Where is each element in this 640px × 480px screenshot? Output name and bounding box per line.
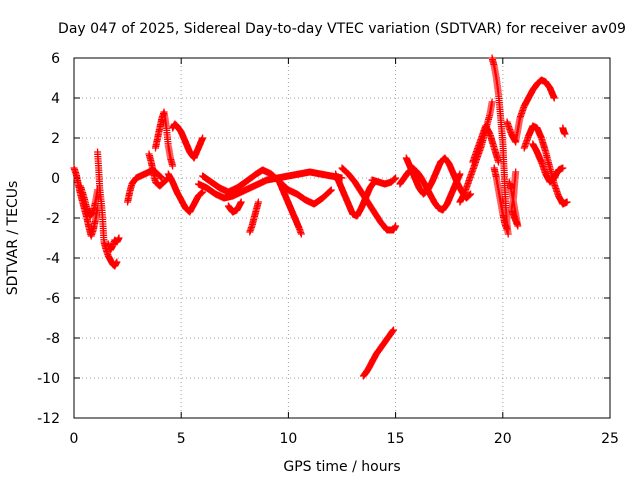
x-tick-label: 25 xyxy=(601,431,619,447)
data-point-markers xyxy=(164,170,207,216)
series-arc-3 xyxy=(94,148,121,270)
y-tick-label: 4 xyxy=(51,91,60,107)
data-point-markers xyxy=(338,164,400,234)
y-axis-label: SDTVAR / TECUs xyxy=(5,181,21,296)
data-point-markers xyxy=(274,174,305,238)
y-tick-label: 6 xyxy=(51,51,60,67)
y-tick-label: -12 xyxy=(37,411,60,427)
series-arc-24 xyxy=(490,164,511,234)
y-tick-label: -4 xyxy=(46,251,60,267)
axis-ticks xyxy=(73,57,611,419)
series-arc-13 xyxy=(246,198,262,236)
series-arc-8 xyxy=(164,170,207,216)
series-arc-26 xyxy=(503,76,558,146)
data-point-markers xyxy=(76,182,102,220)
series-arc-9 xyxy=(169,120,207,162)
series-arc-16 xyxy=(338,164,400,234)
x-tick-label: 5 xyxy=(177,431,186,447)
series-arc-12 xyxy=(224,198,245,216)
x-tick-label: 0 xyxy=(70,431,79,447)
grid xyxy=(74,58,610,418)
data-point-markers xyxy=(529,140,567,186)
x-tick-label: 20 xyxy=(494,431,512,447)
series-arc-11 xyxy=(199,166,335,208)
series-arc-6 xyxy=(145,150,172,190)
y-tick-label: 2 xyxy=(51,131,60,147)
data-point-markers xyxy=(224,198,245,216)
plot-frame xyxy=(73,57,611,419)
data-points xyxy=(70,54,571,380)
data-point-markers xyxy=(559,124,569,138)
data-point-markers xyxy=(503,76,558,146)
y-tick-label: -8 xyxy=(46,331,60,347)
tick-labels: 0 5 10 15 20 25 -12 -10 -8 -6 -4 -2 0 2 4 6 xyxy=(37,51,619,447)
y-tick-label: -2 xyxy=(46,211,60,227)
series-arc-29 xyxy=(559,124,569,138)
series-arc-18 xyxy=(359,326,397,380)
x-axis-label: GPS time / hours xyxy=(283,459,400,475)
data-point-markers xyxy=(152,108,177,170)
x-tick-label: 10 xyxy=(279,431,297,447)
series-arc-22 xyxy=(469,122,502,166)
data-point-markers xyxy=(246,198,262,236)
data-point-markers xyxy=(368,174,400,188)
series-arc-25 xyxy=(505,168,522,230)
y-tick-label: 0 xyxy=(51,171,60,187)
y-tick-label: -10 xyxy=(37,371,60,387)
series-arc-2 xyxy=(76,182,102,220)
series-arc-4 xyxy=(104,234,123,254)
series-arc-17 xyxy=(368,174,400,188)
series-arc-28 xyxy=(529,140,567,186)
series-arc-7 xyxy=(152,108,177,170)
series-arc-14 xyxy=(274,174,305,238)
data-point-markers xyxy=(490,164,511,234)
x-tick-label: 15 xyxy=(387,431,405,447)
data-point-markers xyxy=(359,326,397,380)
data-point-markers xyxy=(505,168,522,230)
y-tick-label: -6 xyxy=(46,291,60,307)
data-point-markers xyxy=(104,234,123,254)
data-point-markers xyxy=(469,122,502,166)
chart-title: Day 047 of 2025, Sidereal Day-to-day VTE… xyxy=(58,21,626,37)
data-point-markers xyxy=(199,166,335,208)
data-point-markers xyxy=(169,120,207,162)
series-arc-27 xyxy=(520,122,571,208)
data-point-markers xyxy=(94,148,121,270)
data-point-markers xyxy=(520,122,571,208)
data-point-markers xyxy=(145,150,172,190)
